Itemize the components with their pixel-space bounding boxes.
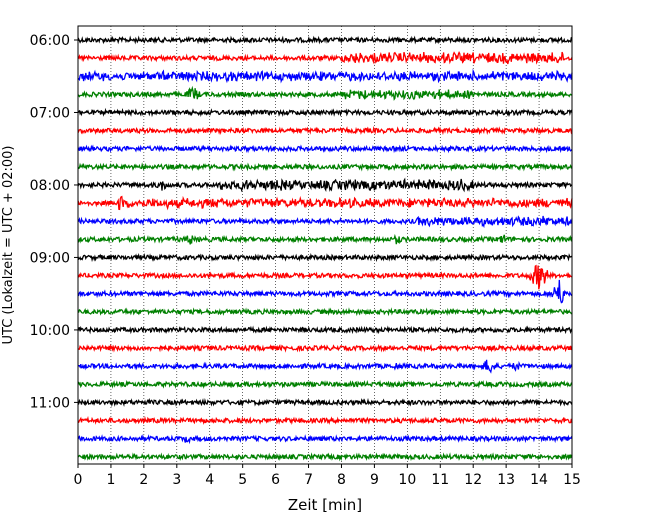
y-axis-label: UTC (Lokalzeit = UTC + 02:00) [1,146,16,345]
y-tick-label: 06:00 [30,33,70,49]
x-tick-label: 4 [205,472,214,488]
y-tick-label: 09:00 [30,250,70,266]
trace-line [77,51,573,65]
x-tick-label: 14 [530,472,548,488]
trace-line [78,307,573,317]
y-tick-label: 07:00 [30,105,70,121]
trace-line [77,452,573,462]
y-tick-label: 10:00 [30,323,70,339]
trace-line [77,325,573,335]
grid-lines [110,26,540,464]
x-tick-label: 13 [497,472,515,488]
x-tick-label: 11 [431,472,449,488]
x-tick-label: 7 [304,472,313,488]
trace-line [77,144,573,154]
x-tick-label: 12 [464,472,482,488]
trace-line [77,359,573,374]
trace-line [77,68,573,84]
x-tick-label: 3 [172,472,181,488]
x-tick-label: 0 [74,472,83,488]
trace-line [77,215,573,229]
trace-line [77,107,573,118]
trace-line [77,397,573,408]
trace-line [77,415,573,426]
trace-line [77,434,573,445]
trace-line [77,343,573,353]
seismic-traces [77,35,573,462]
trace-line [77,252,573,263]
x-tick-label: 10 [398,472,416,488]
x-tick-label: 2 [139,472,148,488]
x-tick-label: 15 [563,472,581,488]
x-tick-label: 8 [337,472,346,488]
x-axis-label: Zeit [min] [288,496,362,514]
x-tick-label: 5 [238,472,247,488]
trace-line [77,85,573,101]
trace-line [77,279,573,304]
x-tick-label: 1 [106,472,115,488]
y-axis-ticks: 06:00 07:00 08:00 09:00 10:00 11:00 [30,33,78,411]
trace-line [77,233,573,245]
trace-line [77,125,573,136]
trace-line [77,162,572,172]
trace-line [77,195,573,211]
y-tick-label: 08:00 [30,178,70,194]
x-tick-label: 9 [370,472,379,488]
trace-line [77,264,573,290]
x-tick-label: 6 [271,472,280,488]
trace-line [77,177,573,193]
plot-frame [77,25,573,465]
y-tick-label: 11:00 [30,395,70,411]
trace-line [77,379,573,390]
trace-line [77,35,572,45]
x-axis-ticks: 0 1 2 3 4 5 6 7 8 9 10 11 12 13 14 15 [74,464,581,488]
